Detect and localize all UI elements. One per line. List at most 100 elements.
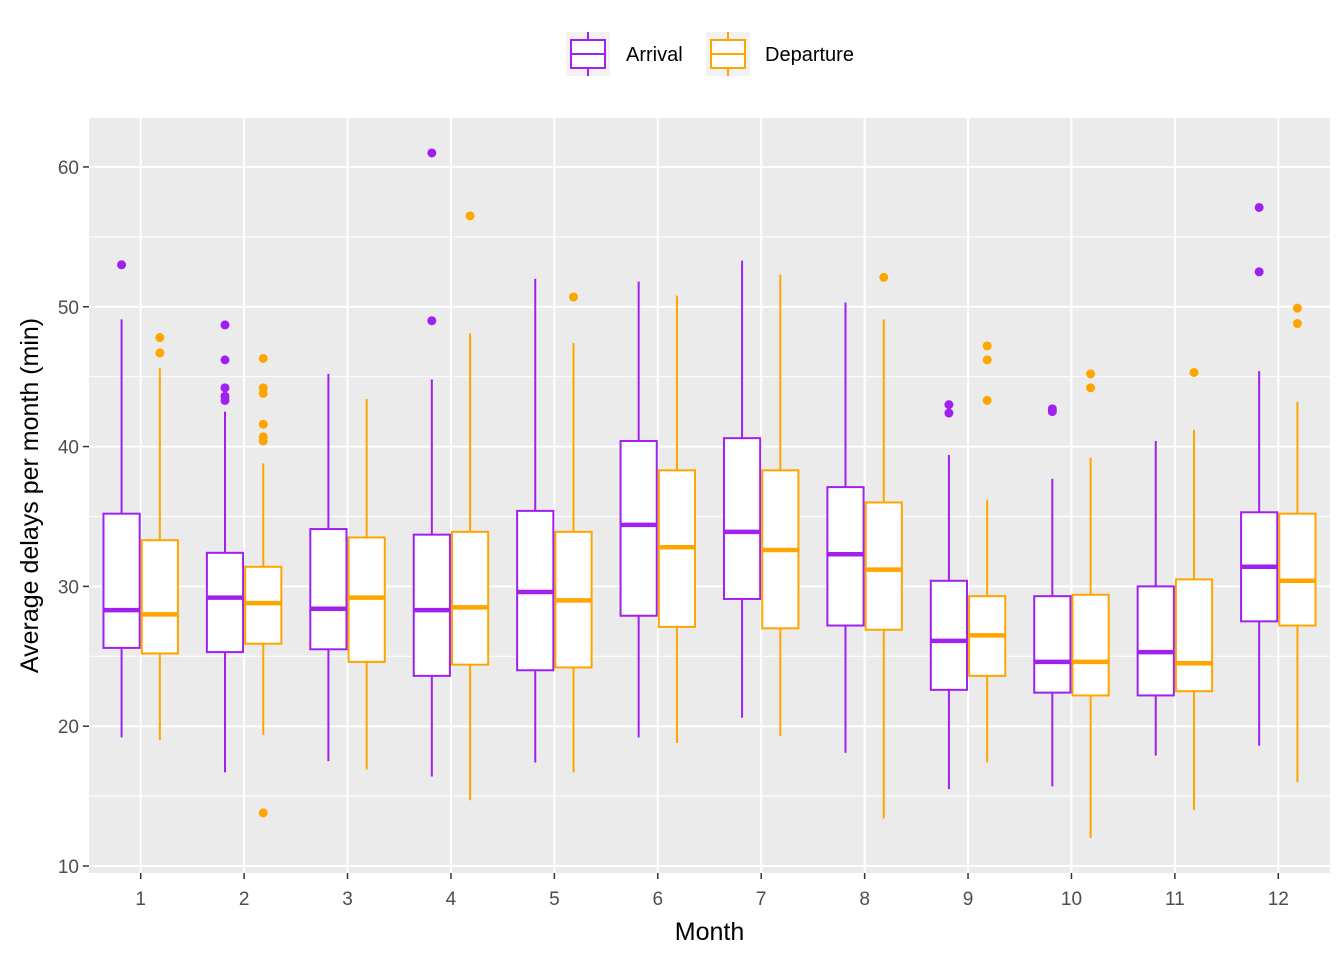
series-arrival	[102, 148, 1279, 790]
outlier-point	[1292, 303, 1302, 313]
box-iqr	[1174, 578, 1214, 693]
outlier-point	[258, 419, 268, 429]
box-iqr	[140, 539, 179, 655]
box	[657, 295, 697, 743]
x-axis: 1 2 3 4 5 6 7 8 9 10 11 12	[135, 873, 1289, 910]
box	[722, 260, 762, 718]
outlier-point	[155, 333, 165, 343]
box-iqr	[619, 439, 658, 617]
box	[968, 341, 1007, 763]
box	[1033, 404, 1072, 787]
box-iqr	[102, 512, 141, 649]
outlier-point	[220, 355, 230, 365]
box-iqr	[1071, 593, 1110, 697]
outlier-point	[1086, 369, 1096, 379]
box-iqr	[864, 501, 903, 631]
x-axis-title: Month	[675, 918, 744, 946]
y-tick-label: 40	[58, 438, 79, 459]
plot-panel	[89, 118, 1330, 873]
y-tick-label: 60	[58, 158, 79, 179]
outlier-point	[1254, 267, 1264, 277]
y-tick-label: 50	[58, 298, 79, 319]
x-tick-label: 3	[342, 889, 353, 910]
outlier-point	[258, 353, 268, 363]
box-iqr	[722, 437, 762, 600]
box	[619, 281, 658, 738]
outlier-point	[1189, 367, 1199, 377]
outlier-point	[879, 272, 889, 282]
box	[450, 211, 490, 801]
x-tick-label: 12	[1268, 889, 1289, 910]
outlier-point	[569, 292, 579, 302]
outlier-point	[220, 320, 230, 330]
box	[1278, 303, 1317, 783]
outlier-point	[1254, 202, 1264, 212]
x-tick-label: 11	[1165, 889, 1185, 910]
box-iqr	[1136, 585, 1175, 697]
box-iqr	[412, 533, 451, 677]
x-tick-label: 5	[549, 889, 560, 910]
outlier-point	[258, 383, 268, 393]
outlier-point	[982, 355, 992, 365]
box	[1240, 202, 1279, 746]
y-axis-title: Average delays per month (min)	[16, 318, 44, 673]
legend-entry-departure: Departure	[706, 32, 854, 76]
outlier-point	[465, 211, 475, 221]
box	[1136, 440, 1175, 756]
outlier-point	[1292, 319, 1302, 329]
box	[864, 272, 903, 819]
box	[516, 278, 555, 763]
outlier-point	[944, 408, 954, 418]
x-tick-label: 8	[859, 889, 870, 910]
y-tick-label: 30	[58, 577, 79, 598]
y-tick-label: 20	[58, 717, 79, 738]
legend-label: Arrival	[626, 44, 683, 66]
legend-entry-arrival: Arrival	[566, 32, 683, 76]
legend-label: Departure	[765, 44, 854, 66]
box-iqr	[929, 579, 969, 691]
outlier-point	[427, 148, 437, 158]
y-axis: 10 20 30 40 50 60	[58, 158, 89, 878]
outlier-point	[944, 400, 954, 410]
x-tick-label: 2	[239, 889, 250, 910]
box	[1174, 367, 1214, 811]
outlier-point	[982, 341, 992, 351]
box	[554, 292, 593, 773]
box	[205, 320, 245, 773]
box-series	[102, 148, 1317, 839]
outlier-point	[982, 395, 992, 405]
box	[102, 260, 141, 738]
box-iqr	[1278, 512, 1317, 627]
outlier-point	[258, 808, 268, 818]
box	[929, 400, 969, 790]
y-tick-label: 10	[58, 857, 79, 878]
box	[244, 353, 283, 818]
box	[140, 333, 179, 741]
x-tick-label: 4	[446, 889, 457, 910]
outlier-point	[258, 432, 268, 442]
box-iqr	[450, 530, 490, 666]
box	[412, 148, 451, 777]
box	[347, 399, 386, 770]
outlier-point	[117, 260, 127, 270]
grid-lines	[89, 118, 1330, 873]
box	[761, 274, 800, 736]
x-tick-label: 6	[653, 889, 664, 910]
box	[1071, 369, 1110, 839]
box-iqr	[205, 551, 245, 654]
x-tick-label: 9	[963, 889, 974, 910]
outlier-point	[1047, 404, 1057, 414]
box-iqr	[1033, 595, 1072, 694]
x-tick-label: 1	[135, 889, 146, 910]
outlier-point	[220, 391, 230, 401]
x-tick-label: 7	[756, 889, 767, 910]
outlier-point	[1086, 383, 1096, 393]
outlier-point	[155, 348, 165, 358]
legend: Arrival Departure	[566, 32, 854, 76]
x-tick-label: 10	[1061, 889, 1082, 910]
series-departure	[140, 211, 1317, 839]
outlier-point	[427, 316, 437, 326]
box	[826, 302, 865, 753]
box-iqr	[309, 528, 348, 651]
